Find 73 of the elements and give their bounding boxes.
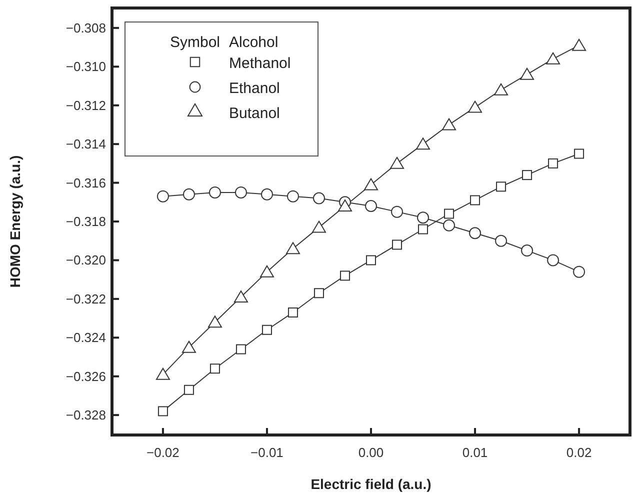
y-tick-label: −0.308: [66, 20, 106, 36]
point: [469, 227, 482, 240]
point: [156, 190, 169, 202]
point: [208, 186, 221, 198]
point: [442, 118, 456, 130]
x-tick-label: 0.01: [462, 445, 488, 460]
point: [522, 170, 532, 180]
y-tick-label: −0.316: [66, 175, 106, 190]
x-tick-label: −0.01: [250, 445, 284, 460]
x-tick-label: 0.00: [358, 445, 384, 460]
point: [468, 100, 482, 113]
point: [314, 288, 324, 298]
point: [156, 368, 170, 380]
point: [210, 364, 220, 374]
point: [470, 195, 480, 206]
point: [416, 138, 430, 150]
point: [182, 188, 195, 200]
point: [338, 200, 352, 212]
point: [548, 158, 558, 168]
point: [236, 344, 246, 354]
point: [182, 340, 196, 353]
point: [208, 316, 222, 328]
y-tick-label: −0.328: [66, 408, 106, 423]
y-tick-label: −0.320: [66, 252, 106, 268]
point: [184, 384, 194, 395]
point: [262, 324, 272, 335]
point: [260, 188, 273, 200]
point: [496, 182, 506, 192]
point: [390, 156, 404, 169]
x-tick-label: −0.02: [146, 445, 180, 460]
y-tick-label: −0.326: [66, 368, 106, 384]
point: [286, 242, 300, 254]
legend-label: Ethanol: [229, 80, 280, 97]
y-axis-title: HOMO Energy (a.u.): [7, 155, 23, 288]
point: [234, 290, 248, 302]
point: [391, 206, 404, 218]
point: [260, 265, 274, 278]
y-tick-label: −0.312: [66, 98, 106, 113]
point: [158, 406, 168, 416]
y-tick-label: −0.322: [66, 291, 106, 306]
point: [520, 68, 534, 80]
point: [547, 254, 560, 266]
point: [572, 38, 586, 51]
y-tick-label: −0.314: [66, 136, 106, 152]
x-axis-title: Electric field (a.u.): [310, 476, 432, 492]
point: [574, 148, 584, 159]
point: [312, 192, 325, 204]
point: [494, 83, 508, 96]
point: [444, 208, 454, 219]
y-tick-label: −0.324: [66, 330, 106, 346]
y-tick-label: −0.318: [66, 214, 106, 229]
y-tick-label: −0.310: [66, 59, 106, 74]
x-tick-label: 0.02: [566, 445, 592, 460]
point: [417, 212, 430, 224]
point: [443, 219, 456, 232]
point: [546, 52, 560, 64]
point: [495, 234, 508, 247]
legend-label: Methanol: [229, 55, 291, 72]
point: [365, 200, 377, 212]
point: [286, 190, 299, 202]
legend-label: Butanol: [229, 105, 280, 122]
legend-title: Alcohol: [229, 34, 278, 51]
point: [573, 266, 586, 278]
point: [234, 186, 247, 198]
point: [521, 244, 534, 257]
point: [392, 240, 402, 250]
point: [340, 270, 350, 281]
point: [418, 224, 428, 234]
annotation: Symbol: [170, 34, 220, 51]
point: [366, 255, 376, 266]
point: [364, 178, 378, 190]
point: [312, 220, 326, 233]
point: [288, 307, 298, 318]
